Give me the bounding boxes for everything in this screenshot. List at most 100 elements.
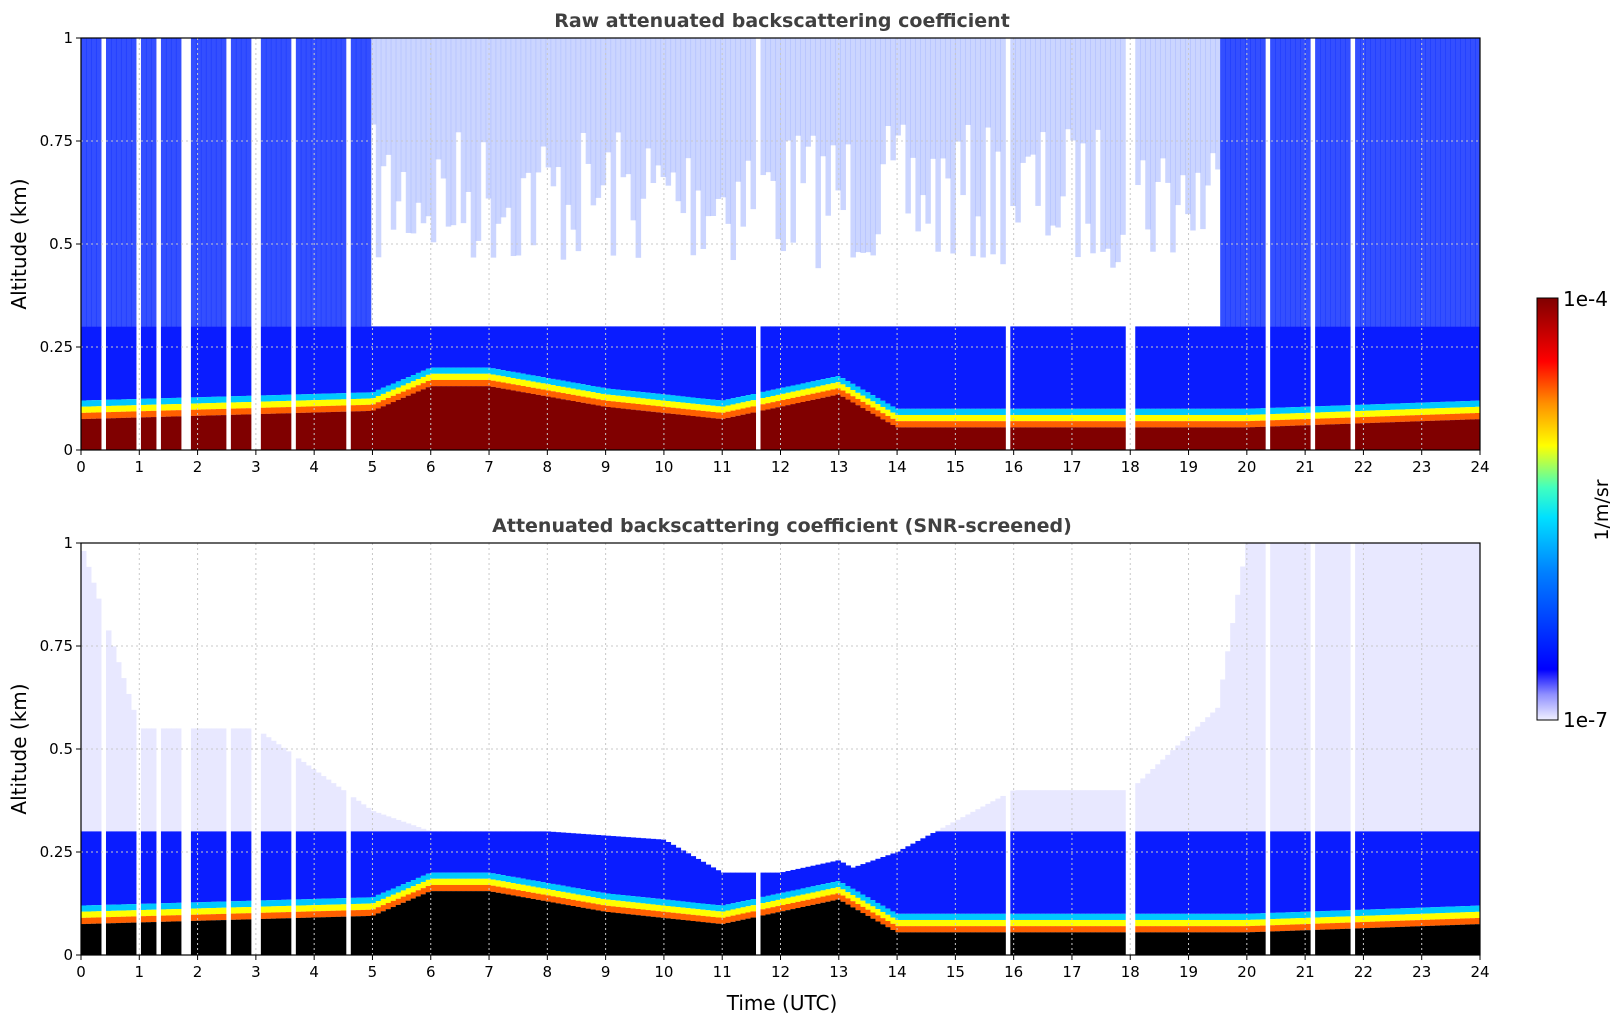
heat-cell-band — [500, 388, 507, 450]
heat-cell-band — [1270, 919, 1276, 926]
heat-cell-blue — [760, 872, 767, 897]
heat-cell-band — [560, 386, 567, 394]
heat-cell-band — [1065, 414, 1071, 422]
heat-cell-faint — [1155, 764, 1161, 832]
heat-cell-band — [1455, 413, 1461, 420]
heat-cell-band — [590, 404, 597, 450]
heat-cell-faint — [81, 550, 87, 832]
heat-cell-noise — [1435, 38, 1441, 327]
heat-cell-band — [450, 367, 457, 374]
heat-cell-band — [965, 913, 971, 920]
heat-cell-band — [745, 407, 752, 414]
heat-cell-band — [1050, 427, 1056, 450]
heat-cell-band — [465, 379, 472, 387]
heat-cell-band — [1450, 420, 1456, 450]
heat-cell-blue — [735, 872, 742, 903]
heat-cell-blue — [735, 326, 742, 398]
heat-cell-band — [280, 906, 287, 913]
heat-cell-band — [1285, 407, 1291, 414]
heat-cell-band — [1415, 907, 1421, 914]
heat-cell-blue — [625, 326, 632, 391]
heat-cell-band — [270, 407, 277, 414]
heat-cell-band — [630, 391, 637, 398]
heat-cell-band — [1435, 420, 1441, 450]
heat-cell-band — [600, 387, 607, 394]
heat-cell-band — [850, 895, 856, 902]
heat-cell-band — [90, 905, 97, 912]
heat-cell-band — [215, 914, 222, 921]
heat-cell-band — [1115, 421, 1121, 428]
heat-cell-faint — [110, 646, 117, 832]
heat-cell-band — [1090, 408, 1096, 415]
heat-cell-band — [335, 405, 342, 412]
heat-cell-band — [305, 400, 312, 407]
heat-cell-band — [1300, 413, 1306, 420]
heat-cell-band — [770, 408, 777, 450]
heat-cell-band — [280, 407, 287, 414]
heat-cell-band — [285, 394, 292, 401]
heat-cell-band — [515, 385, 522, 392]
heat-cell-band — [175, 397, 182, 404]
heat-cell-blue — [1165, 831, 1171, 914]
heat-cell-band — [520, 890, 527, 898]
heat-cell-band — [1015, 427, 1021, 450]
heat-cell-band — [1360, 417, 1366, 424]
heat-cell-band — [1445, 925, 1451, 955]
heat-cell-blue — [1095, 831, 1101, 914]
heat-cell-blue — [1025, 326, 1031, 409]
heat-cell-band — [145, 909, 152, 917]
heat-cell-band — [770, 894, 777, 901]
heat-cell-blue — [560, 326, 567, 381]
heat-cell-band — [295, 905, 302, 912]
heat-cell-band — [940, 926, 946, 933]
heat-cell-band — [760, 896, 767, 904]
heat-cell-band — [1460, 419, 1466, 450]
heat-cell-blue — [215, 326, 222, 397]
heat-cell-band — [105, 418, 112, 450]
heat-cell-band — [1035, 913, 1041, 920]
heat-cell-band — [800, 888, 806, 895]
heat-cell-band — [995, 926, 1001, 933]
heat-cell-band — [1120, 408, 1126, 415]
heat-cell-blue — [845, 326, 851, 382]
heat-cell-band — [1320, 418, 1326, 425]
heat-cell-band — [980, 932, 986, 955]
heat-cell-blue — [395, 831, 402, 887]
heat-cell-band — [430, 386, 437, 450]
heat-cell-band — [1420, 907, 1426, 914]
screened-chart-title: Attenuated backscattering coefficient (S… — [492, 515, 1072, 537]
heat-cell-band — [1185, 408, 1191, 415]
heat-cell-band — [420, 875, 427, 882]
heat-cell-noise — [695, 38, 702, 191]
heat-cell-band — [120, 417, 127, 450]
heat-cell-band — [705, 405, 712, 412]
heat-cell-blue — [405, 831, 412, 883]
heat-cell-band — [845, 381, 851, 388]
heat-cell-band — [570, 394, 577, 402]
heat-cell-band — [435, 367, 442, 374]
heat-cell-noise — [500, 38, 507, 218]
heat-cell-blue — [105, 326, 112, 400]
heat-cell-band — [125, 922, 132, 955]
heat-cell-noise — [675, 38, 682, 202]
y-tick-label: 1 — [63, 29, 73, 47]
heat-cell-noise — [720, 38, 727, 198]
heat-cell-band — [585, 385, 592, 392]
heat-cell-band — [745, 906, 752, 913]
heat-cell-band — [835, 382, 841, 389]
heat-cell-blue — [1355, 326, 1361, 405]
heat-cell-band — [830, 888, 836, 895]
heat-cell-band — [815, 380, 821, 387]
heat-cell-band — [910, 408, 916, 415]
heat-cell-band — [1035, 421, 1041, 428]
heat-cell-band — [1160, 919, 1166, 927]
heat-cell-band — [1115, 932, 1121, 955]
heat-cell-band — [325, 393, 332, 400]
heat-cell-band — [125, 405, 132, 412]
heat-cell-band — [400, 896, 407, 903]
heat-cell-faint — [1045, 790, 1051, 832]
heat-cell-blue — [365, 326, 372, 393]
x-tick-label: 2 — [193, 458, 203, 476]
heat-cell-band — [575, 389, 582, 396]
heat-cell-band — [625, 907, 632, 915]
